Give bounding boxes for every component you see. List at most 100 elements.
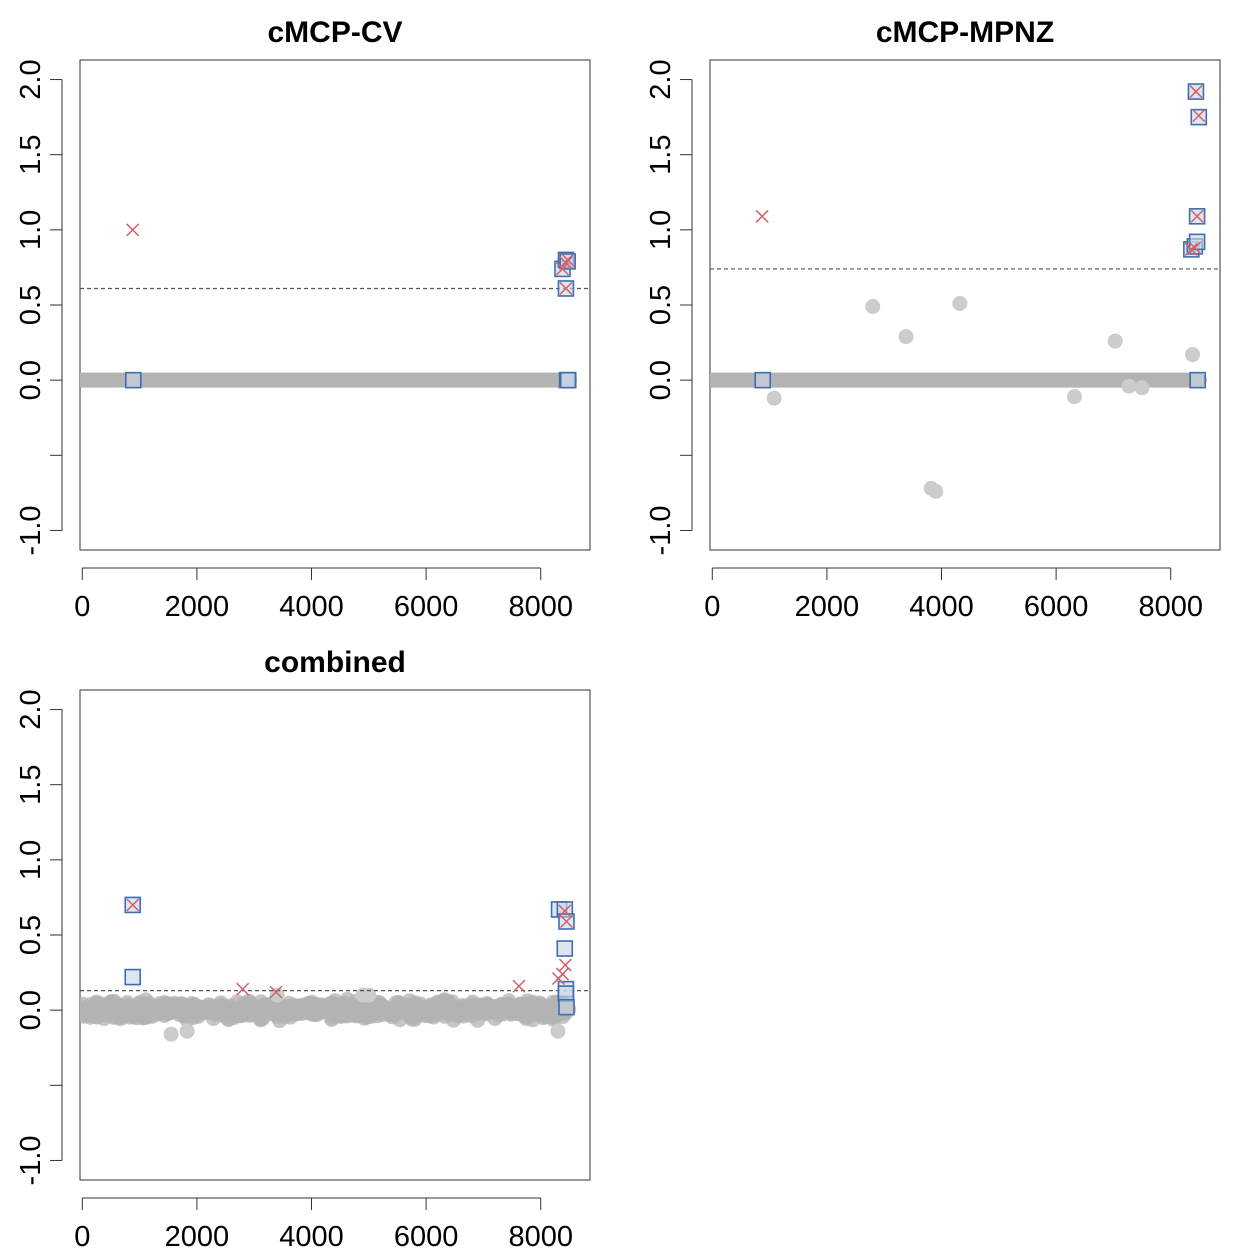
y-tick-label: 1.5 — [15, 765, 47, 805]
scatter-point — [358, 1009, 374, 1025]
cross-marker — [1184, 242, 1198, 256]
y-tick-label: -1.0 — [15, 505, 47, 555]
box-marker — [1190, 108, 1208, 126]
y-tick-label: -1.0 — [645, 505, 677, 555]
cross-marker — [1192, 109, 1206, 123]
y-tick-label: 1.0 — [15, 840, 47, 880]
x-tick-label: 8000 — [1138, 591, 1203, 623]
box-marker — [556, 940, 574, 957]
x-tick-label: 6000 — [1024, 591, 1089, 623]
plot-marks — [80, 223, 590, 389]
y-tick-label: 2.0 — [15, 689, 47, 729]
x-tick-label: 2000 — [165, 1221, 230, 1253]
scatter-point — [269, 987, 285, 1003]
cross-marker — [755, 209, 769, 223]
scatter-point — [361, 987, 377, 1003]
scatter-point — [212, 1000, 228, 1016]
scatter-point — [233, 1004, 249, 1020]
x-tick-label: 8000 — [508, 591, 573, 623]
x-tick-label: 0 — [704, 591, 720, 623]
scatter-point — [300, 996, 316, 1012]
y-tick-label: 0.5 — [15, 915, 47, 955]
y-tick-label: 0.5 — [15, 285, 47, 325]
x-tick-label: 2000 — [795, 591, 860, 623]
cross-marker — [269, 985, 283, 999]
x-tick-label: 4000 — [909, 591, 974, 623]
plot-frame — [79, 59, 591, 551]
scatter-point — [928, 483, 944, 499]
box-marker — [1189, 371, 1206, 389]
y-tick-label: 1.5 — [645, 135, 677, 175]
scatter-point — [146, 1007, 162, 1023]
scatter-point — [952, 295, 968, 311]
x-tick-label: 4000 — [279, 1221, 344, 1253]
scatter-point — [428, 1000, 444, 1016]
scatter-point — [134, 1005, 150, 1021]
y-tick-label: -1.0 — [15, 1135, 47, 1185]
cross-marker — [555, 262, 570, 276]
box-marker — [558, 998, 575, 1016]
plot-panel-1: cMCP-CV -1.0 0.0 0.5 1.0 1.5 2.0 0 2000 4000 6000 8… — [15, 16, 591, 623]
y-tick-label: 0.0 — [15, 360, 47, 400]
cross-marker — [126, 223, 140, 237]
scatter-point — [80, 1008, 93, 1024]
x-tick-label: 0 — [74, 591, 90, 623]
scatter-point — [550, 1023, 566, 1039]
cross-marker — [555, 967, 570, 981]
plot-frame — [79, 689, 591, 1181]
x-tick-label: 6000 — [394, 1221, 459, 1253]
y-tick-label: 0.0 — [645, 360, 677, 400]
y-tick-label: 1.0 — [15, 210, 47, 250]
y-tick-label: 2.0 — [645, 59, 677, 99]
y-tick-label: 1.0 — [645, 210, 677, 250]
chart-title: cMCP-CV — [267, 16, 402, 49]
scatter-point — [253, 998, 269, 1014]
plot-marks — [80, 896, 590, 1042]
cross-marker — [1189, 85, 1203, 99]
box-marker — [559, 371, 577, 389]
plot-marks — [710, 83, 1220, 499]
chart-title: combined — [264, 646, 406, 679]
cross-marker — [236, 982, 250, 996]
cross-marker — [559, 281, 573, 295]
box-marker — [754, 371, 772, 389]
scatter-point — [517, 1005, 533, 1021]
scatter-point — [865, 299, 881, 315]
scatter-point — [1066, 389, 1082, 405]
y-tick-label: 0.0 — [15, 990, 47, 1030]
scatter-point — [322, 996, 338, 1012]
noise-points — [80, 991, 577, 1029]
scatter-point — [490, 1002, 506, 1018]
scatter-point — [1107, 333, 1123, 349]
cross-marker — [1190, 209, 1204, 223]
box-marker — [124, 968, 142, 986]
cross-marker — [1188, 241, 1202, 255]
x-tick-label: 6000 — [394, 591, 459, 623]
scatter-point — [163, 1026, 179, 1042]
box-marker — [1188, 233, 1206, 251]
y-tick-label: 0.5 — [645, 285, 677, 325]
x-tick-label: 8000 — [508, 1221, 573, 1253]
plot-frame — [709, 59, 1221, 551]
scatter-point — [529, 1005, 545, 1021]
cross-marker — [561, 253, 575, 267]
cross-marker — [126, 898, 140, 912]
x-tick-label: 2000 — [165, 591, 230, 623]
cross-marker — [559, 256, 573, 270]
box-marker — [124, 371, 142, 389]
cross-marker — [559, 914, 574, 929]
chart-title: cMCP-MPNZ — [876, 16, 1054, 49]
cross-marker — [558, 958, 572, 972]
x-tick-label: 4000 — [279, 591, 344, 623]
cross-marker — [512, 979, 526, 993]
scatter-point — [180, 1002, 196, 1018]
scatter-point — [179, 1023, 195, 1039]
scatter-point — [104, 1001, 120, 1017]
y-tick-label: 2.0 — [15, 59, 47, 99]
plot-panel-2: cMCP-MPNZ -1.0 0.0 0.5 1.0 1.5 2.0 0 2000 4000 600… — [645, 16, 1221, 623]
scatter-point — [276, 1002, 292, 1018]
scatter-point — [338, 1008, 354, 1024]
scatter-point — [898, 329, 914, 345]
scatter-point — [766, 390, 782, 406]
